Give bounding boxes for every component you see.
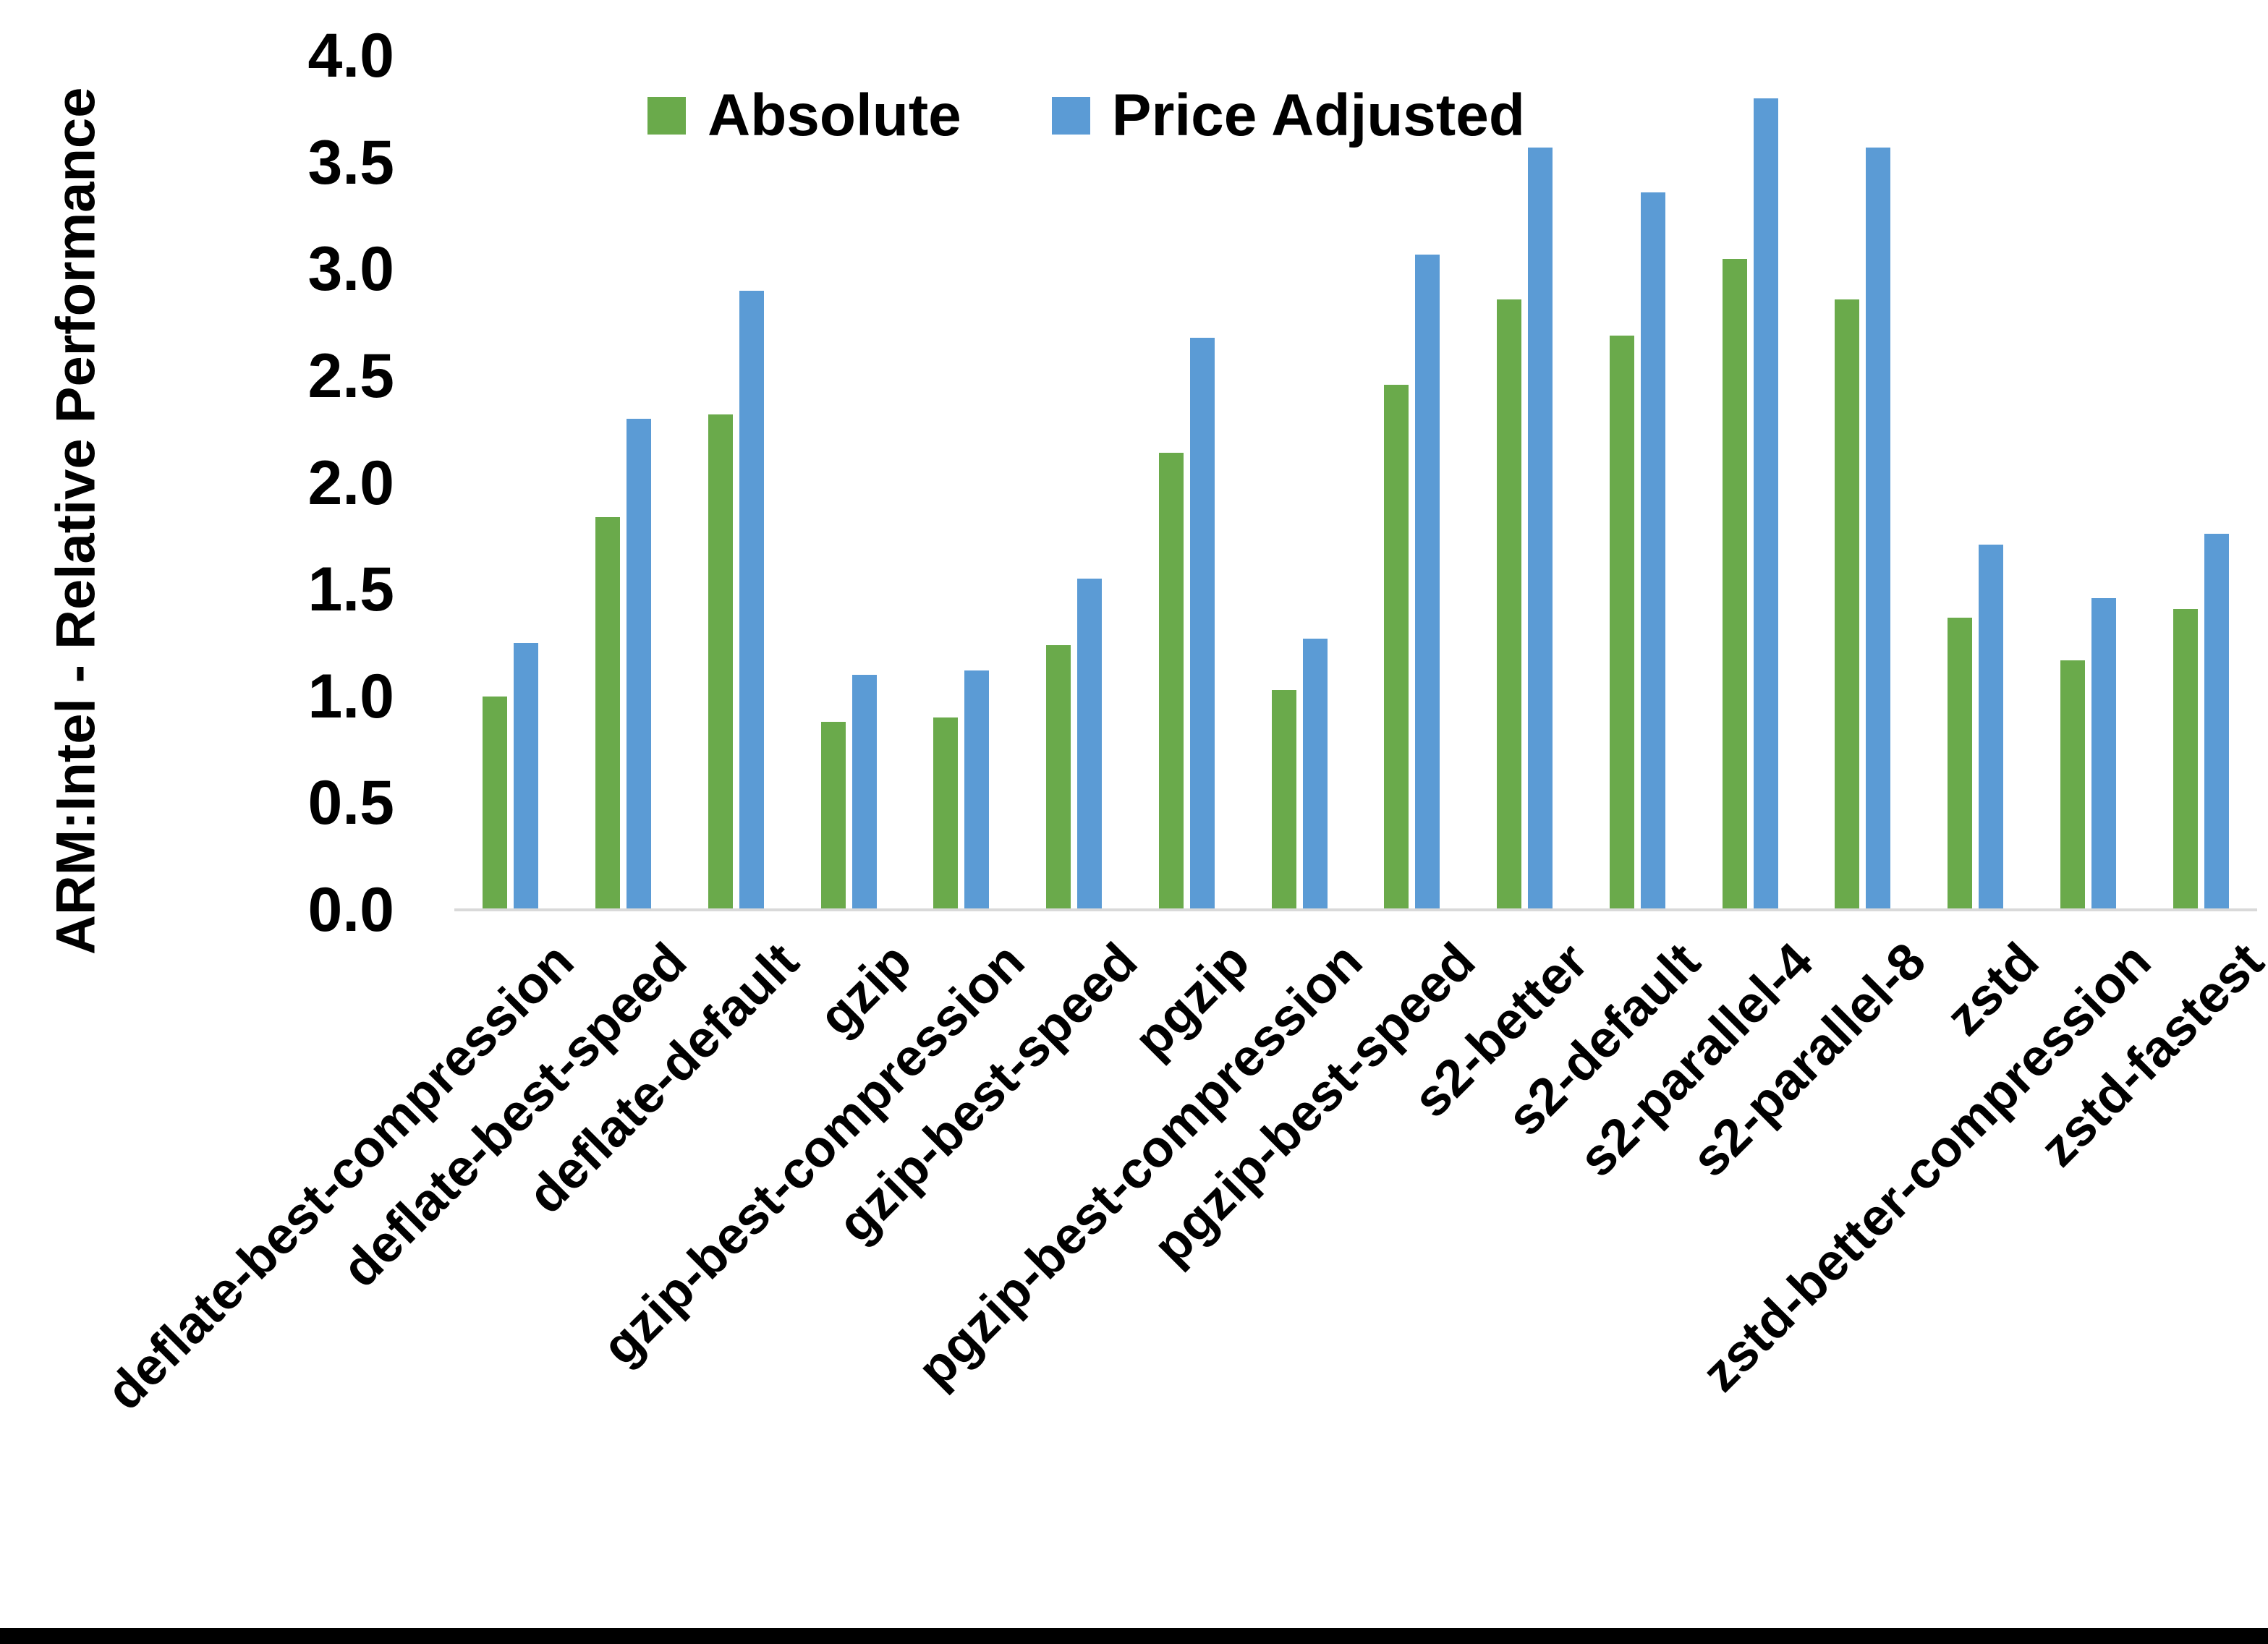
- bar-price-adjusted: [627, 418, 652, 910]
- bar-group: [2032, 56, 2145, 910]
- bar-group: [680, 56, 793, 910]
- bar-absolute: [1948, 617, 1973, 910]
- legend-swatch-icon: [647, 97, 686, 135]
- bar-group: [792, 56, 905, 910]
- bottom-border: [0, 1628, 2268, 1644]
- bar-group: [567, 56, 680, 910]
- y-tick-label: 4.0: [307, 21, 394, 90]
- legend-item-absolute: Absolute: [647, 72, 961, 159]
- legend: Absolute Price Adjusted: [647, 72, 1525, 159]
- bar-group: [1356, 56, 1469, 910]
- bar-price-adjusted: [2091, 597, 2116, 910]
- bar-group: [1469, 56, 1581, 910]
- y-axis-title: ARM:Intel - Relative Performance: [45, 87, 107, 955]
- bar-price-adjusted: [1077, 579, 1103, 910]
- y-tick-label: 0.0: [307, 875, 394, 945]
- bar-absolute: [595, 516, 621, 910]
- bar-price-adjusted: [1528, 147, 1553, 910]
- bar-group: [1131, 56, 1244, 910]
- legend-label: Absolute: [708, 82, 961, 148]
- bar-group: [1806, 56, 1919, 910]
- bar-group: [1919, 56, 2032, 910]
- y-tick-label: 0.5: [307, 768, 394, 838]
- bar-price-adjusted: [1640, 192, 1665, 910]
- bar-price-adjusted: [1866, 147, 1891, 910]
- legend-label: Price Adjusted: [1111, 82, 1525, 148]
- bar-absolute: [1271, 689, 1296, 910]
- bar-absolute: [1722, 258, 1747, 910]
- bar-group: [454, 56, 567, 910]
- bar-price-adjusted: [851, 675, 877, 910]
- bar-group: [2144, 56, 2257, 910]
- bar-absolute: [2060, 660, 2085, 910]
- bar-price-adjusted: [1979, 545, 2004, 910]
- bar-absolute: [1609, 335, 1634, 910]
- legend-item-price-adjusted: Price Adjusted: [1051, 72, 1525, 159]
- bar-absolute: [483, 696, 508, 910]
- bar-absolute: [2173, 608, 2198, 910]
- bar-price-adjusted: [1753, 98, 1778, 910]
- bar-absolute: [708, 414, 733, 910]
- bar-absolute: [1497, 299, 1522, 910]
- y-tick-label: 1.5: [307, 555, 394, 625]
- bar-group: [1243, 56, 1356, 910]
- bar-price-adjusted: [1189, 337, 1215, 910]
- bar-group: [905, 56, 1018, 910]
- bar-absolute: [1384, 384, 1409, 910]
- bar-group: [1581, 56, 1694, 910]
- bar-group: [1694, 56, 1806, 910]
- plot-area: [454, 56, 2257, 910]
- y-tick-label: 3.0: [307, 234, 394, 304]
- y-tick-label: 3.5: [307, 127, 394, 197]
- y-tick-label: 2.0: [307, 448, 394, 518]
- bar-absolute: [1046, 644, 1071, 910]
- bar-group: [1018, 56, 1131, 910]
- bar-price-adjusted: [964, 670, 990, 910]
- x-axis-line: [454, 908, 2257, 911]
- bar-absolute: [1158, 453, 1184, 910]
- bar-price-adjusted: [739, 290, 764, 910]
- bar-price-adjusted: [514, 642, 539, 910]
- y-tick-label: 1.0: [307, 661, 394, 731]
- bar-price-adjusted: [1415, 254, 1440, 910]
- bar-absolute: [933, 717, 959, 910]
- bar-price-adjusted: [1302, 639, 1328, 910]
- y-tick-label: 2.5: [307, 341, 394, 411]
- bar-price-adjusted: [2204, 534, 2229, 910]
- legend-swatch-icon: [1051, 97, 1090, 135]
- bar-absolute: [1835, 299, 1860, 910]
- bar-absolute: [820, 722, 846, 910]
